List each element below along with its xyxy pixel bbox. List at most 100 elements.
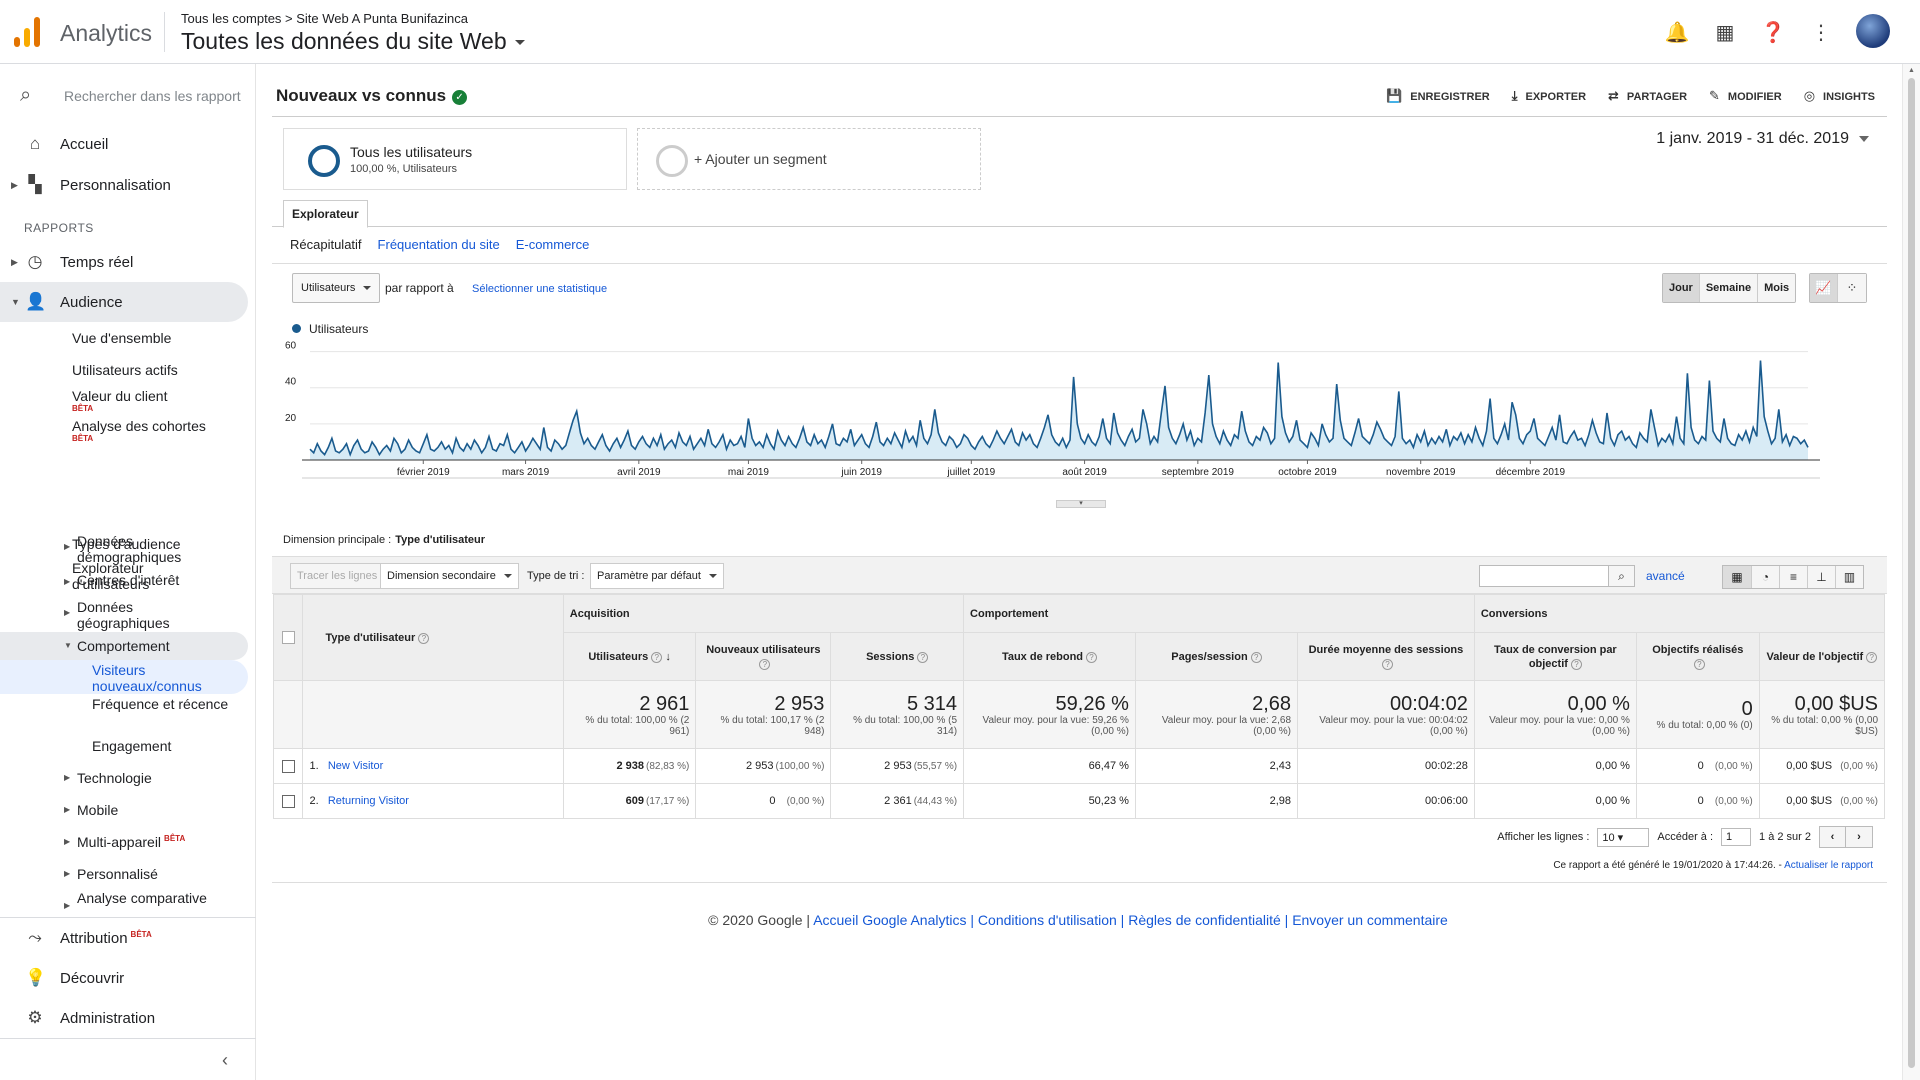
sidebar-item-demographics[interactable]: Données démographiques [77, 533, 182, 565]
col-goal-completions[interactable]: Objectifs réalisés? [1635, 632, 1760, 681]
period-month-button[interactable]: Mois [1757, 274, 1796, 302]
help-icon[interactable]: ? [1570, 658, 1582, 670]
sidebar-item-benchmarking[interactable]: Analyse comparative [77, 890, 207, 906]
tab-explorer[interactable]: Explorateur [283, 200, 368, 228]
chart-resize-handle[interactable]: ▾ [1056, 500, 1106, 508]
col-conversion-rate[interactable]: Taux de conversion par objectif? [1473, 632, 1637, 681]
performance-view-icon[interactable]: ≡ [1779, 566, 1807, 588]
apps-grid-icon[interactable]: ▦ [1715, 22, 1735, 44]
sidebar-search[interactable]: ⌕ Rechercher dans les rapport [20, 84, 241, 107]
sidebar-item-new-vs-returning[interactable]: Visiteurs nouveaux/connus [92, 662, 202, 694]
edit-button[interactable]: ✎ MODIFIER [1709, 88, 1782, 104]
sidebar-item-mobile[interactable]: Mobile [77, 802, 119, 818]
help-icon[interactable]: ? [1086, 651, 1098, 663]
sidebar-item-interests[interactable]: Centres d'intérêt [77, 572, 180, 588]
sidebar-item-technology[interactable]: Technologie [77, 770, 152, 786]
scroll-up-icon[interactable]: ▲ [1908, 67, 1915, 74]
col-sessions[interactable]: Sessions? [830, 632, 965, 681]
users-line-chart[interactable]: 20 40 60 février 2019 mars 2019 avril 2019 mai… [282, 340, 1882, 500]
scrollbar-thumb[interactable] [1908, 78, 1915, 1068]
period-day-button[interactable]: Jour [1663, 274, 1699, 302]
col-avg-duration[interactable]: Durée moyenne des sessions? [1297, 632, 1475, 681]
advanced-filter-link[interactable]: avancé [1646, 569, 1685, 583]
help-icon[interactable]: ? [1381, 658, 1393, 670]
help-icon[interactable]: ? [418, 632, 430, 644]
sidebar-item-custom[interactable]: Personnalisé [77, 866, 158, 882]
sidebar-item-audience[interactable]: ▼ 👤 Audience [0, 282, 248, 322]
table-row[interactable]: 1. New Visitor 2 938 (82,83 %) 2 953 (100,… [272, 748, 1886, 784]
subtab-summary[interactable]: Récapitulatif [290, 237, 362, 252]
help-icon[interactable]: ? [1693, 658, 1705, 670]
sidebar-item-behavior[interactable]: Comportement [77, 638, 170, 654]
plot-rows-button[interactable]: Tracer les lignes [290, 563, 385, 589]
insights-button[interactable]: ◎ INSIGHTS [1804, 88, 1875, 104]
prev-page-icon[interactable]: ‹ [1820, 827, 1846, 847]
select-metric-link[interactable]: Sélectionner une statistique [472, 283, 608, 295]
page-scrollbar[interactable]: ▲ [1902, 64, 1920, 1080]
col-pages-session[interactable]: Pages/session? [1134, 632, 1299, 681]
analytics-logo[interactable] [14, 17, 42, 47]
sidebar-item-audiences[interactable]: Types d'audience [72, 536, 181, 552]
sidebar-item-lifetime-value[interactable]: Valeur du client BÊTA [72, 388, 222, 413]
row-checkbox[interactable] [281, 759, 295, 773]
footer-link-terms[interactable]: Conditions d'utilisation [977, 912, 1117, 928]
sidebar-item-discover[interactable]: 💡 Découvrir [0, 958, 248, 998]
share-button[interactable]: ⇄ PARTAGER [1608, 88, 1687, 104]
col-users[interactable]: Utilisateurs? ↓ [562, 632, 697, 681]
metric-selector[interactable]: Utilisateurs [292, 273, 381, 303]
line-chart-icon[interactable]: 📈 [1810, 274, 1838, 302]
sidebar-item-cross-device[interactable]: Multi-appareil BÊTA [77, 834, 227, 850]
help-icon[interactable]: ? [759, 658, 771, 670]
view-selector[interactable]: Toutes les données du site Web [181, 28, 525, 55]
export-button[interactable]: ⤓ EXPORTER [1512, 88, 1586, 104]
table-view-icon[interactable]: ▦ [1723, 566, 1751, 588]
notifications-bell-icon[interactable]: 🔔 [1664, 22, 1690, 44]
help-icon[interactable]: ? [917, 651, 929, 663]
sidebar-item-overview[interactable]: Vue d'ensemble [72, 330, 172, 346]
sidebar-item-frequency[interactable]: Fréquence et récence [92, 696, 229, 712]
sort-type-dropdown[interactable]: Paramètre par défaut [590, 563, 724, 589]
pivot-view-icon[interactable]: ▥ [1835, 566, 1863, 588]
pie-view-icon[interactable]: ◔ [1751, 566, 1779, 588]
sidebar-item-user-explorer[interactable]: Explorateur d'utilisateurs [72, 560, 150, 592]
account-breadcrumb[interactable]: Tous les comptes > Site Web A Punta Buni… [181, 11, 469, 26]
subtab-site-usage[interactable]: Fréquentation du site [377, 237, 500, 252]
table-search-input[interactable]: ⌕ [1479, 565, 1635, 587]
footer-link-home[interactable]: Accueil Google Analytics [813, 912, 967, 928]
segment-all-users[interactable]: Tous les utilisateurs 100,00 %, Utilisat… [283, 128, 627, 190]
help-icon[interactable]: ? [651, 651, 663, 663]
search-icon[interactable]: ⌕ [1608, 566, 1634, 586]
sidebar-item-cohort[interactable]: Analyse des cohortes BÊTA [72, 418, 222, 443]
avatar[interactable] [1856, 14, 1890, 48]
next-page-icon[interactable]: › [1846, 827, 1872, 847]
sidebar-item-geo[interactable]: Données géographiques [77, 599, 170, 631]
row-dimension-link[interactable]: Returning Visitor [327, 795, 409, 807]
comparison-view-icon[interactable]: ⊥ [1807, 566, 1835, 588]
sidebar-item-engagement[interactable]: Engagement [92, 738, 172, 754]
col-new-users[interactable]: Nouveaux utilisateurs? [695, 632, 832, 681]
sidebar-item-realtime[interactable]: ▶ ◷ Temps réel [0, 242, 248, 282]
col-goal-value[interactable]: Valeur de l'objectif? [1758, 632, 1886, 681]
add-segment-button[interactable]: + Ajouter un segment [637, 128, 981, 190]
select-all-checkbox[interactable] [281, 631, 295, 644]
sidebar-item-customization[interactable]: ▶ ▚ Personnalisation [0, 165, 248, 205]
sidebar-item-attribution[interactable]: ⤳ Attribution BÊTA [0, 918, 248, 958]
row-dimension-link[interactable]: New Visitor [327, 760, 384, 772]
refresh-report-link[interactable]: Actualiser le rapport [1784, 860, 1873, 871]
sidebar-item-home[interactable]: ⌂ Accueil [0, 124, 248, 164]
subtab-ecommerce[interactable]: E-commerce [515, 237, 590, 252]
rows-per-page-select[interactable]: 10 ▾ [1597, 827, 1650, 847]
search-input[interactable]: Rechercher dans les rapport [64, 87, 241, 104]
motion-chart-icon[interactable]: ⁘ [1838, 274, 1866, 302]
footer-link-privacy[interactable]: Règles de confidentialité [1128, 912, 1281, 928]
help-icon[interactable]: ? [1866, 651, 1878, 663]
row-checkbox[interactable] [281, 794, 295, 808]
help-icon[interactable]: ? [1250, 651, 1262, 663]
table-row[interactable]: 2. Returning Visitor 609 (17,17 %) 0 (0,0… [272, 783, 1886, 819]
date-range-picker[interactable]: 1 janv. 2019 - 31 déc. 2019 [1656, 130, 1869, 148]
period-week-button[interactable]: Semaine [1698, 274, 1758, 302]
sidebar-item-admin[interactable]: ⚙ Administration [0, 998, 248, 1038]
help-icon[interactable]: ❓ [1760, 22, 1786, 44]
col-bounce-rate[interactable]: Taux de rebond? [963, 632, 1136, 681]
sidebar-item-active-users[interactable]: Utilisateurs actifs [72, 362, 178, 378]
